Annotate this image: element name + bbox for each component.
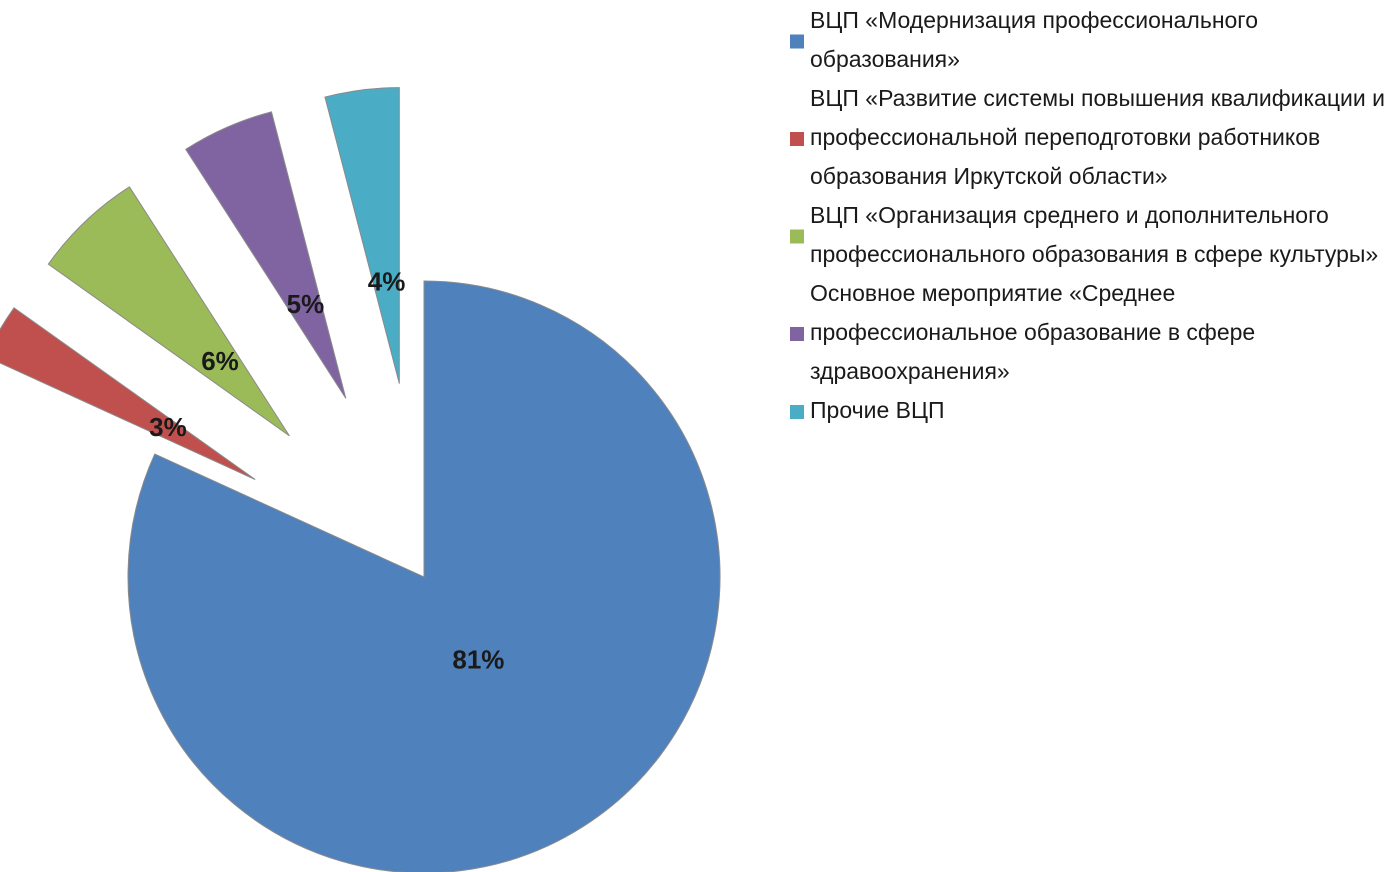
data-label: 4% (368, 267, 406, 297)
legend-label: Прочие ВЦП (810, 397, 945, 423)
legend-label: Основное мероприятие «Среднее профессион… (810, 280, 1262, 384)
pie-slice (185, 111, 347, 399)
legend-label: ВЦП «Модернизация профессионального обра… (810, 7, 1264, 72)
legend-swatch (790, 132, 804, 146)
pie-slice (0, 307, 256, 480)
legend-swatch (790, 405, 804, 419)
data-label: 3% (149, 412, 187, 442)
pie-slice (127, 280, 721, 872)
legend-swatch (790, 229, 804, 244)
pie-slice (47, 186, 290, 437)
data-label: 5% (287, 289, 325, 319)
legend-swatch (790, 34, 804, 49)
legend-swatch (790, 327, 804, 341)
pie-slice (324, 87, 400, 384)
data-label: 6% (201, 346, 239, 376)
legend-label: ВЦП «Развитие системы повышения квалифик… (810, 85, 1391, 189)
data-label: 81% (452, 645, 504, 675)
legend-label: ВЦП «Организация среднего и дополнительн… (810, 202, 1378, 267)
